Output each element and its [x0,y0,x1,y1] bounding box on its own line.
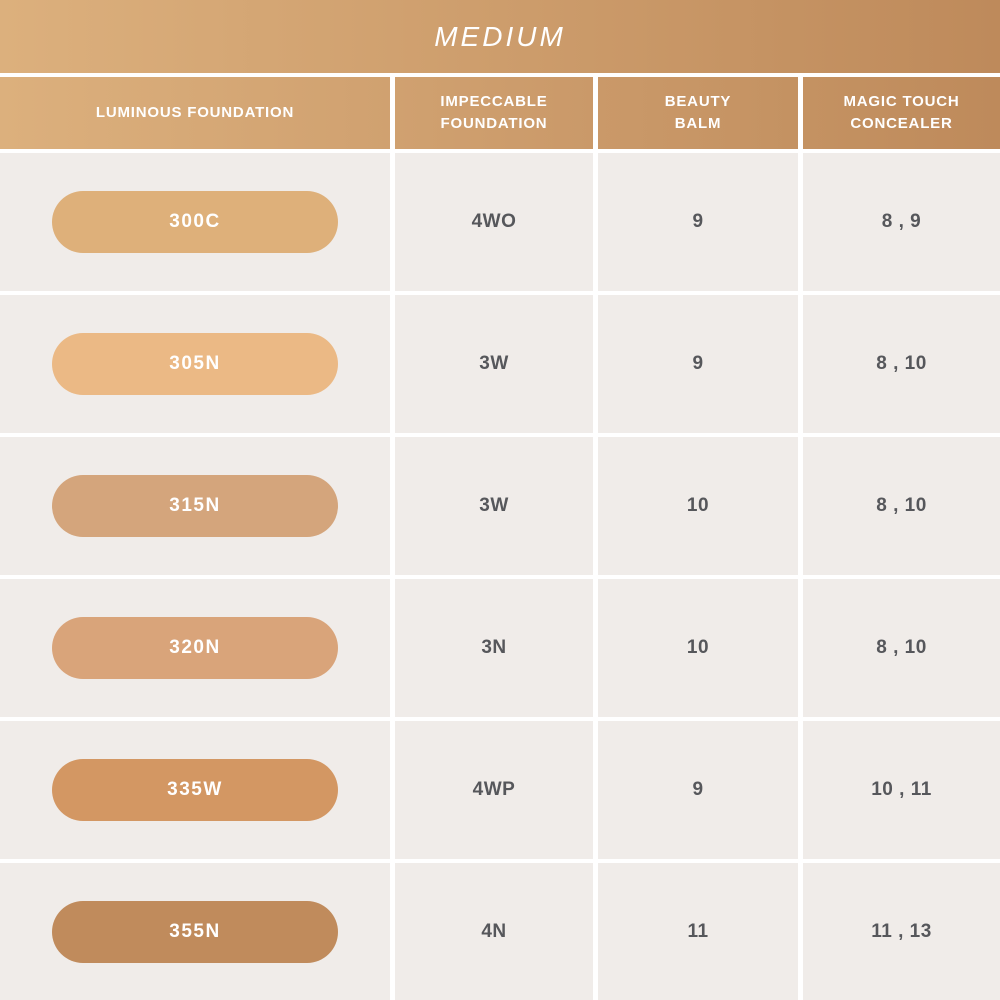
cell-shade: 315N [0,437,390,575]
cell-magic-touch-concealer: 8 , 10 [803,295,1000,433]
cell-impeccable-foundation: 3N [395,579,593,717]
cell-magic-touch-concealer: 11 , 13 [803,863,1000,1000]
column-header-beauty-balm: BEAUTY BALM [598,77,798,149]
cell-shade: 320N [0,579,390,717]
cell-magic-touch-concealer: 8 , 10 [803,437,1000,575]
cell-magic-touch-concealer: 10 , 11 [803,721,1000,859]
cell-beauty-balm: 9 [598,295,798,433]
shade-group-title: MEDIUM [434,20,566,52]
cell-magic-touch-concealer: 8 , 9 [803,153,1000,291]
shade-swatch: 335W [52,759,338,821]
shade-swatch: 305N [52,333,338,395]
shade-swatch: 300C [52,191,338,253]
cell-magic-touch-concealer: 8 , 10 [803,579,1000,717]
cell-shade: 300C [0,153,390,291]
cell-beauty-balm: 10 [598,437,798,575]
cell-beauty-balm: 9 [598,153,798,291]
cell-impeccable-foundation: 3W [395,295,593,433]
shade-table: LUMINOUS FOUNDATION IMPECCABLE FOUNDATIO… [0,77,1000,1000]
shade-swatch: 355N [52,901,338,963]
column-header-impeccable-foundation: IMPECCABLE FOUNDATION [395,77,593,149]
shade-swatch: 320N [52,617,338,679]
cell-impeccable-foundation: 3W [395,437,593,575]
cell-impeccable-foundation: 4WO [395,153,593,291]
cell-beauty-balm: 10 [598,579,798,717]
cell-impeccable-foundation: 4N [395,863,593,1000]
cell-shade: 355N [0,863,390,1000]
cell-beauty-balm: 11 [598,863,798,1000]
column-header-magic-touch-concealer: MAGIC TOUCH CONCEALER [803,77,1000,149]
shade-swatch: 315N [52,475,338,537]
shade-group-banner: MEDIUM [0,0,1000,73]
cell-beauty-balm: 9 [598,721,798,859]
cell-impeccable-foundation: 4WP [395,721,593,859]
cell-shade: 335W [0,721,390,859]
cell-shade: 305N [0,295,390,433]
column-header-luminous-foundation: LUMINOUS FOUNDATION [0,77,390,149]
